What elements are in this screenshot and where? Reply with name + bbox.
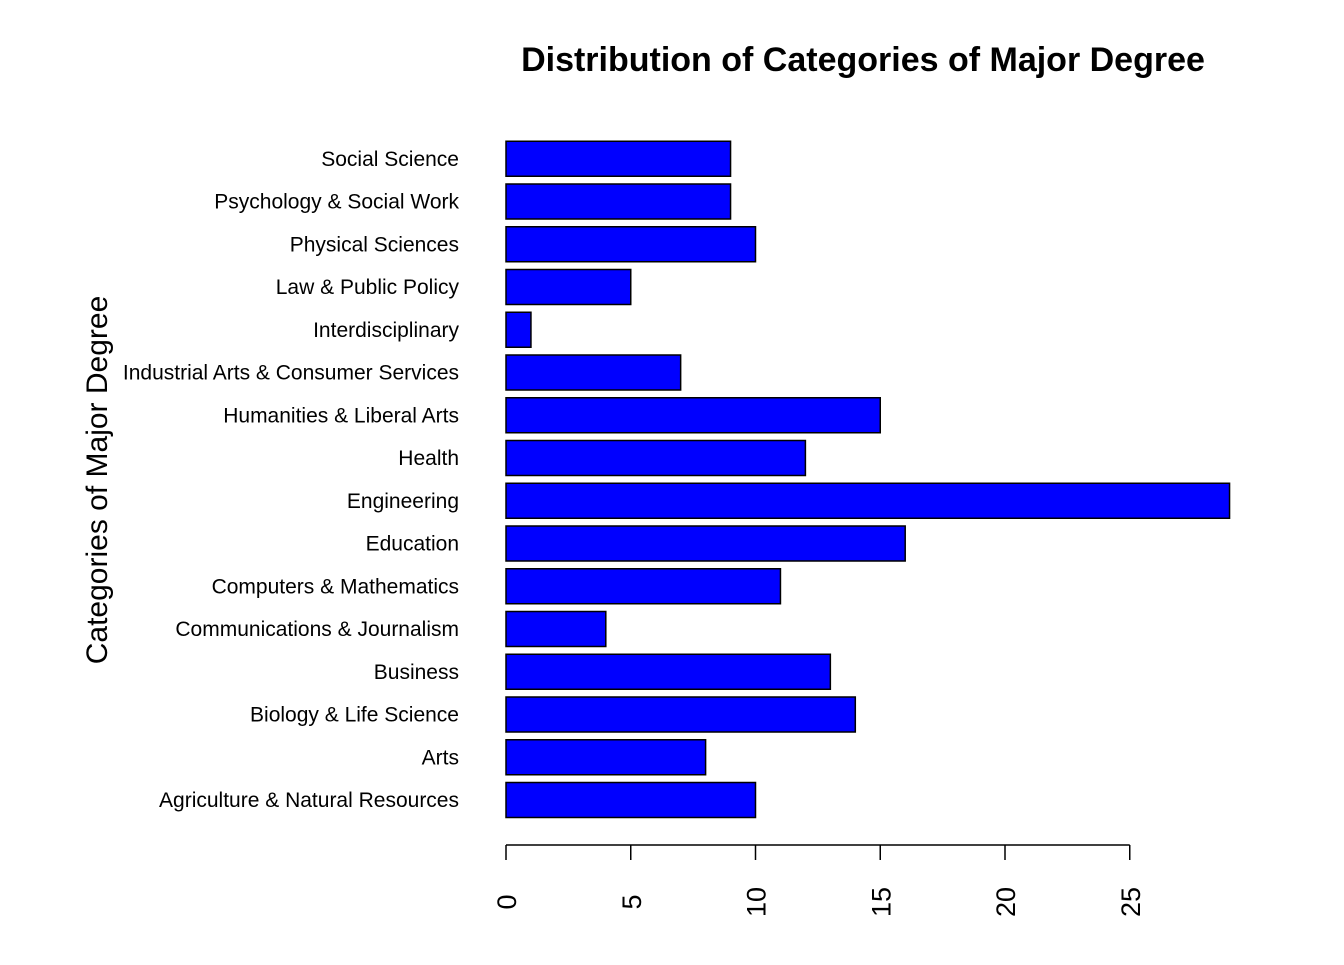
category-label-physical-sciences: Physical Sciences [290,233,459,256]
bar-health [505,439,807,477]
y-axis-label: Categories of Major Degree [81,296,114,665]
x-tick-label-0: 0 [492,894,522,909]
bar-physical-sciences [505,226,757,263]
category-label-business: Business [374,661,459,684]
bar-engineering [505,482,1231,519]
bar-computers-mathematics [505,568,782,605]
bar-arts [505,739,707,776]
bar-biology-life-science [505,696,857,733]
bar-communications-journalism [505,610,607,648]
category-label-agriculture-natural-resources: Agriculture & Natural Resources [159,789,459,812]
bar-agriculture-natural-resources [505,781,757,819]
category-labels: Agriculture & Natural Resources Arts Biolo… [123,148,460,812]
category-label-interdisciplinary: Interdisciplinary [313,319,459,342]
category-label-biology-life-science: Biology & Life Science [250,704,459,727]
bar-humanities-liberal-arts [505,397,881,434]
bar-psychology-social-work [505,183,732,220]
chart-title: Distribution of Categories of Major Degr… [521,41,1205,79]
x-tick-label-20: 20 [991,887,1021,917]
bar-education [505,525,906,562]
x-tick-label-5: 5 [617,894,647,909]
category-label-education: Education [366,533,459,556]
x-tick-label-15: 15 [866,887,896,917]
category-label-humanities-liberal-arts: Humanities & Liberal Arts [223,404,459,427]
category-label-engineering: Engineering [347,490,459,513]
category-label-health: Health [398,447,459,470]
category-label-psychology-social-work: Psychology & Social Work [214,191,459,214]
category-label-social-science: Social Science [321,148,459,171]
category-label-law-public-policy: Law & Public Policy [276,276,460,299]
category-label-industrial-arts-consumer-services: Industrial Arts & Consumer Services [123,362,459,385]
bars-group [505,140,1231,819]
x-tick-label-10: 10 [742,887,772,917]
x-axis: 0 5 10 15 20 25 [492,844,1146,917]
bar-social-science [505,140,732,177]
category-label-communications-journalism: Communications & Journalism [175,618,459,641]
bar-business [505,653,832,690]
bar-law-public-policy [505,268,632,306]
bar-industrial-arts-consumer-services [505,354,682,391]
x-tick-label-25: 25 [1116,887,1146,917]
category-label-computers-mathematics: Computers & Mathematics [212,575,459,598]
bar-interdisciplinary [505,311,532,348]
category-label-arts: Arts [422,746,459,769]
